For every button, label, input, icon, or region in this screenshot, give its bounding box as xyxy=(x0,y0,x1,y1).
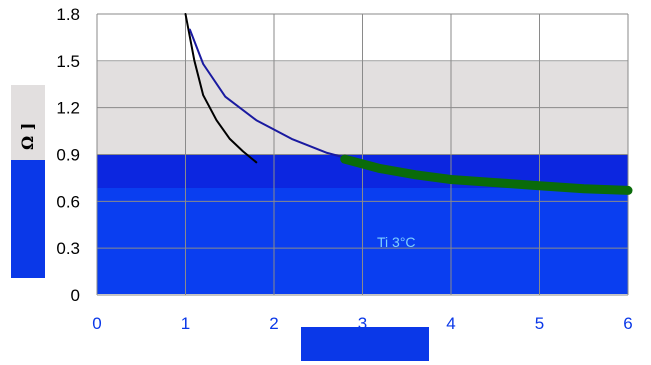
y-tick-label-3: 0.9 xyxy=(56,146,80,165)
x-tick-label-0: 0 xyxy=(92,314,101,333)
series-line-2 xyxy=(340,154,633,195)
x-axis-label-box xyxy=(301,327,429,361)
y-tick-label-6: 1.8 xyxy=(56,5,80,24)
x-tick-labels: 0 1 2 3 4 5 6 xyxy=(92,314,632,333)
y-axis-label-box xyxy=(11,85,45,160)
x-tick-label-1: 1 xyxy=(181,314,190,333)
annotation-label: Ti 3°C xyxy=(377,234,416,250)
x-tick-label-5: 5 xyxy=(535,314,544,333)
x-tick-label-6: 6 xyxy=(623,314,632,333)
x-tick-label-3: 3 xyxy=(358,314,367,333)
series-layer xyxy=(184,13,633,195)
y-tick-label-4: 1.2 xyxy=(56,99,80,118)
y-tick-label-1: 0.3 xyxy=(56,239,80,258)
series-line-0 xyxy=(184,13,258,164)
y-axis-label: Ω ] xyxy=(18,123,37,150)
y-tick-label-0: 0 xyxy=(71,286,80,305)
y-axis-label-box-blue xyxy=(11,160,45,278)
x-tick-label-4: 4 xyxy=(446,314,455,333)
y-tick-label-2: 0.6 xyxy=(56,192,80,211)
y-tick-labels: 0 0.3 0.6 0.9 1.2 1.5 1.8 xyxy=(56,5,80,305)
y-tick-label-5: 1.5 xyxy=(56,52,80,71)
axes xyxy=(96,14,628,296)
series-line-1 xyxy=(188,28,346,159)
x-tick-label-2: 2 xyxy=(269,314,278,333)
